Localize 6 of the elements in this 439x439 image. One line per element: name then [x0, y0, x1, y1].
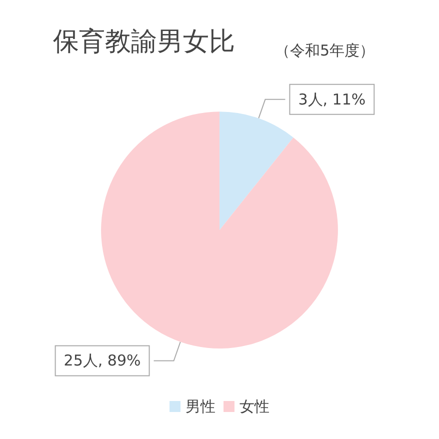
data-label: 3人, 11% [298, 90, 366, 108]
legend-label: 男性 [186, 398, 216, 416]
chart-title: 保育教諭男女比 [53, 27, 235, 57]
legend-label: 女性 [240, 398, 270, 416]
data-label: 25人, 89% [64, 352, 141, 370]
chart-subtitle: （令和5年度） [275, 42, 375, 60]
